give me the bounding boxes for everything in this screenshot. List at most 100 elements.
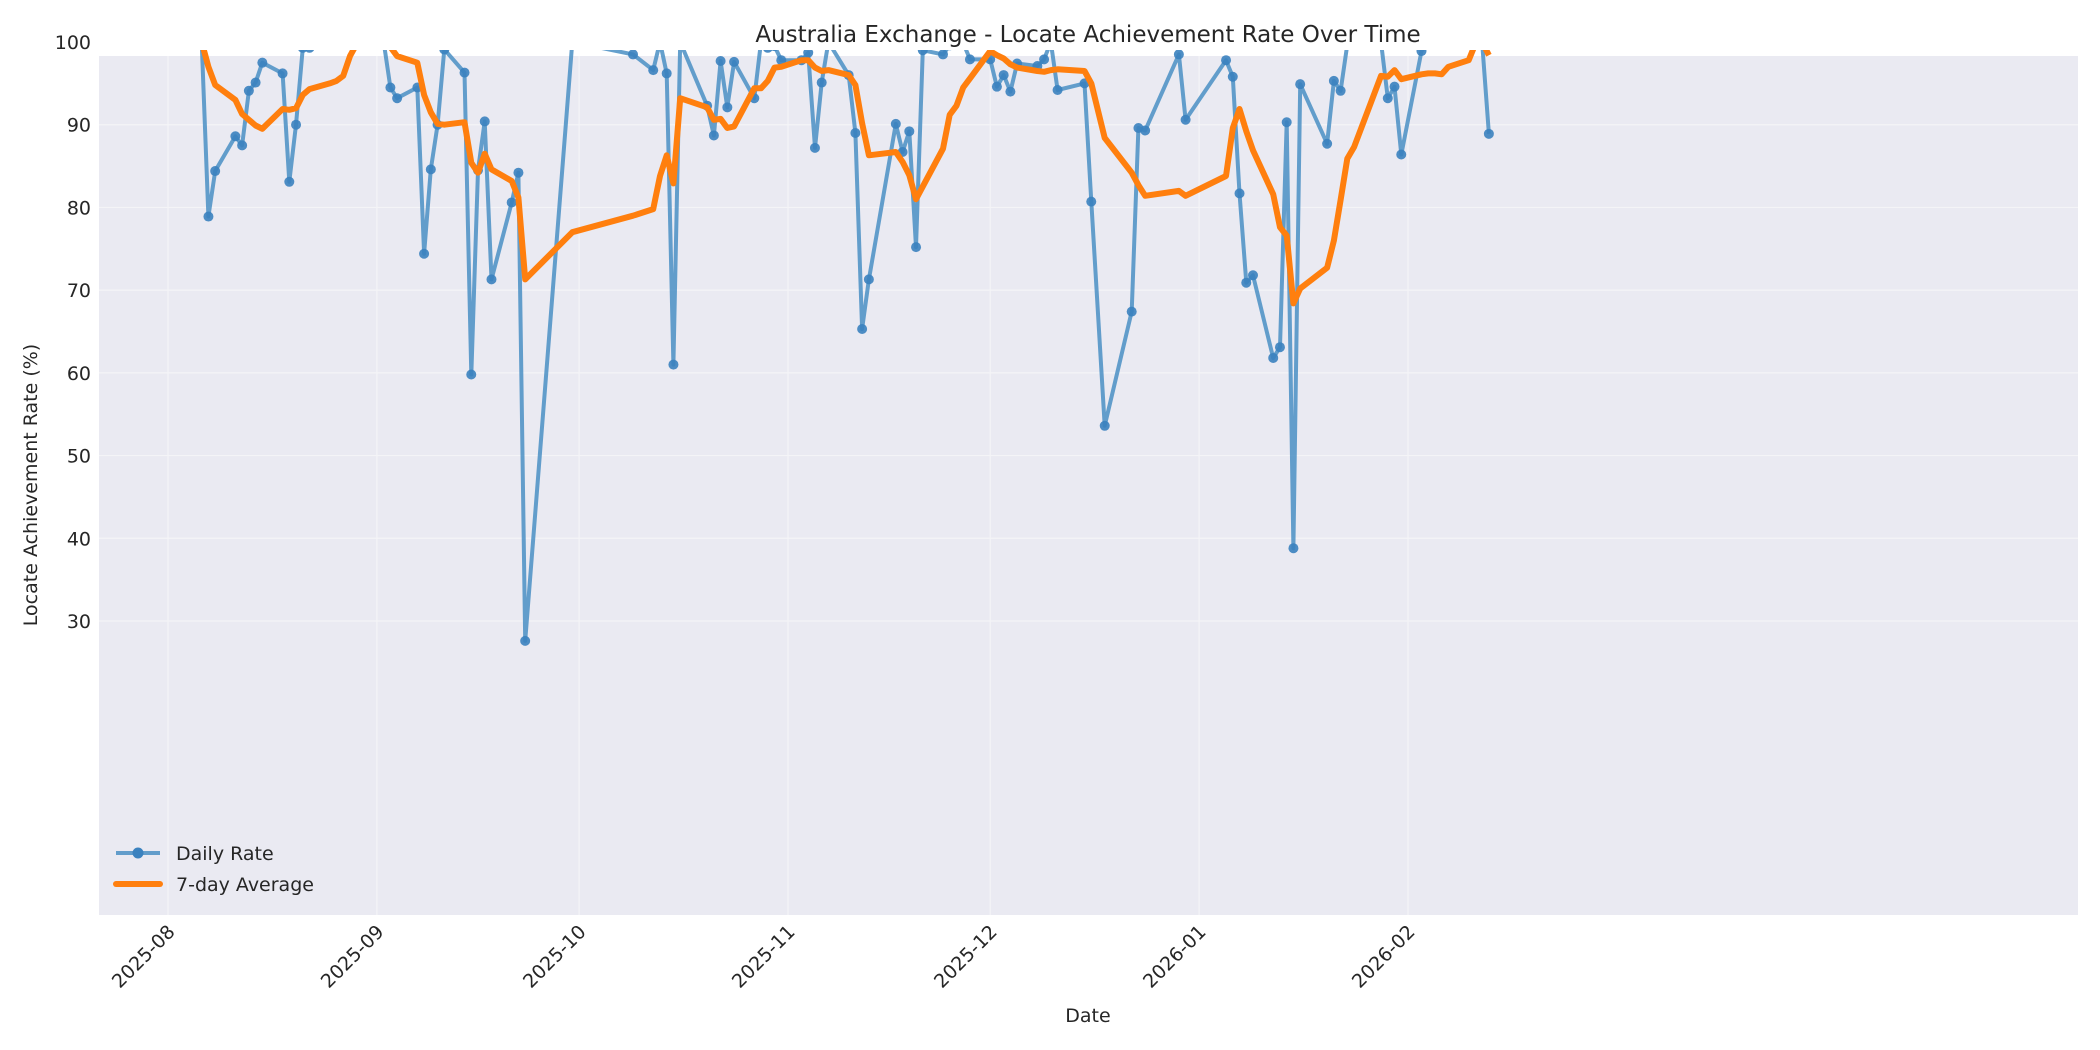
- daily-rate-point: [675, 37, 685, 47]
- daily-rate-point: [352, 37, 362, 47]
- daily-rate-point: [136, 37, 146, 47]
- daily-rate-point: [277, 68, 288, 79]
- y-tick-label: 90: [67, 115, 91, 137]
- daily-rate-point: [964, 54, 975, 65]
- daily-rate-point: [1470, 37, 1480, 47]
- daily-rate-point: [1227, 71, 1238, 82]
- daily-rate-point: [385, 82, 396, 93]
- daily-rate-point: [331, 37, 341, 47]
- daily-rate-point: [419, 248, 430, 259]
- daily-rate-point: [1234, 188, 1245, 199]
- y-tick-label: 80: [67, 197, 91, 219]
- legend-item-daily-rate: Daily Rate: [116, 843, 274, 865]
- daily-rate-point: [425, 164, 436, 175]
- daily-rate-point: [345, 37, 355, 47]
- daily-rate-point: [857, 324, 868, 335]
- daily-rate-point: [1335, 85, 1346, 96]
- daily-rate-point: [1268, 352, 1279, 363]
- daily-rate-point: [1052, 84, 1063, 95]
- daily-rate-point: [648, 65, 659, 76]
- daily-rate-point: [904, 126, 915, 137]
- y-tick-label: 100: [55, 32, 91, 54]
- daily-rate-point: [661, 68, 672, 79]
- x-tick-label: 2025-12: [930, 921, 1002, 993]
- daily-rate-point: [197, 37, 207, 47]
- daily-rate-point: [1389, 81, 1400, 92]
- daily-rate-point: [715, 56, 726, 67]
- daily-rate-point: [655, 37, 665, 47]
- daily-rate-point: [1382, 93, 1393, 104]
- daily-rate-point: [513, 167, 524, 178]
- x-axis-label: Date: [1065, 1005, 1110, 1027]
- daily-rate-point: [372, 37, 382, 47]
- daily-rate-point: [325, 37, 335, 47]
- daily-rate-point: [338, 37, 348, 47]
- daily-rate-point: [466, 369, 477, 380]
- daily-rate-point: [250, 77, 261, 88]
- daily-rate-point: [771, 50, 778, 52]
- daily-rate-point: [1416, 50, 1427, 57]
- daily-rate-point: [850, 127, 861, 138]
- daily-rate-point: [1328, 75, 1339, 86]
- daily-rate-point: [439, 50, 450, 55]
- daily-rate-point: [776, 55, 787, 66]
- daily-rate-point: [1005, 86, 1016, 97]
- daily-rate-point: [305, 50, 315, 53]
- daily-rate-point: [163, 39, 173, 49]
- seven-day-average-line: [200, 50, 1492, 307]
- daily-rate-point: [190, 37, 200, 47]
- daily-rate-point: [1099, 420, 1110, 431]
- daily-rate-point: [1241, 277, 1252, 288]
- daily-rate-point: [1274, 342, 1285, 353]
- daily-rate-point: [1039, 54, 1050, 65]
- daily-rate-point: [1483, 128, 1494, 139]
- daily-rate-point: [1248, 270, 1258, 281]
- x-tick-label: 2026-01: [1139, 921, 1211, 993]
- daily-rate-point: [1173, 50, 1184, 60]
- legend-item-7-day-average: 7-day Average: [113, 874, 314, 896]
- daily-rate-point: [257, 57, 268, 68]
- daily-rate-point: [210, 166, 221, 177]
- legend: Daily Rate 7-day Average: [113, 843, 314, 896]
- x-tick-label: 2025-08: [108, 921, 180, 993]
- x-axis-ticks: 2025-08 2025-09 2025-10 2025-11 2025-12 2026-…: [108, 921, 1420, 993]
- daily-rate-point: [1295, 79, 1306, 90]
- daily-rate-point: [948, 50, 952, 51]
- daily-rate-point: [1281, 117, 1292, 128]
- daily-rate-point: [628, 50, 638, 60]
- daily-rate-point: [143, 37, 153, 47]
- daily-rate-point: [1140, 125, 1151, 136]
- daily-rate-point: [183, 37, 193, 47]
- daily-rate-point: [291, 119, 302, 130]
- daily-rate-point: [479, 116, 490, 127]
- daily-rate-point: [392, 93, 403, 104]
- daily-rate-point: [459, 67, 470, 78]
- daily-rate-point: [230, 131, 241, 142]
- daily-rate-point: [803, 50, 814, 58]
- daily-rate-point: [911, 242, 922, 253]
- y-tick-label: 70: [67, 280, 91, 302]
- daily-rate-point: [998, 70, 1009, 81]
- daily-rate-point: [379, 37, 389, 47]
- daily-rate-point: [284, 176, 295, 187]
- x-tick-label: 2025-09: [317, 921, 389, 993]
- daily-rate-point: [1443, 37, 1453, 47]
- y-axis-label: Locate Achievement Rate (%): [20, 344, 42, 626]
- daily-rate-point: [1086, 196, 1097, 207]
- daily-rate-point: [917, 50, 928, 56]
- daily-rate-point: [1437, 37, 1447, 47]
- circle-marker-icon: [132, 847, 144, 859]
- daily-rate-point: [763, 50, 773, 53]
- daily-rate-point: [809, 142, 820, 153]
- daily-rate-point: [567, 37, 577, 47]
- legend-label-daily-rate: Daily Rate: [176, 843, 274, 865]
- daily-rate-point: [506, 197, 517, 208]
- y-tick-label: 50: [67, 446, 91, 468]
- legend-label-7-day-average: 7-day Average: [176, 874, 314, 896]
- daily-rate-point: [1221, 55, 1232, 66]
- y-axis-ticks: 30 40 50 60 70 80 90 100: [55, 32, 91, 633]
- daily-rate-point: [486, 274, 497, 285]
- daily-rate-point: [722, 102, 733, 113]
- daily-rate-point: [1126, 306, 1137, 317]
